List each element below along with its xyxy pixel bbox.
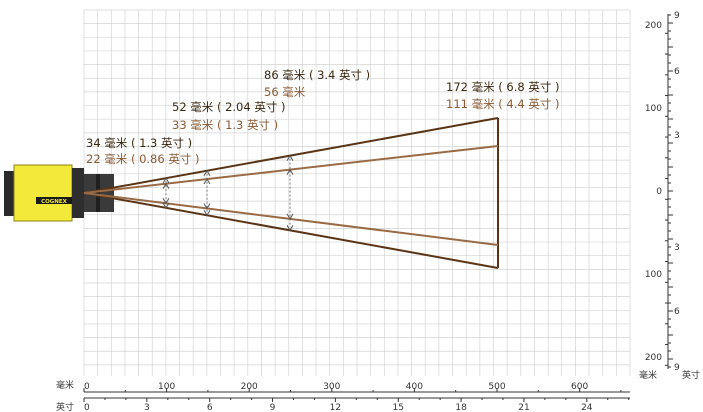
camera-connector	[4, 171, 14, 216]
right-axis-in-tick-label: 3	[674, 243, 680, 253]
camera-body	[13, 164, 73, 222]
inner-fov-bottom-edge	[83, 192, 499, 246]
callout-2-wide: 52 毫米 ( 2.04 英寸 )	[172, 100, 286, 114]
callout-3-wide: 86 毫米 ( 3.4 英寸 )	[264, 68, 370, 82]
inner-fov-top-edge	[83, 145, 499, 194]
marker-arrowhead	[162, 198, 170, 205]
outer-fov-top-edge	[83, 117, 499, 194]
marker-arrowhead	[286, 168, 294, 175]
right-axis-mm-tick-label: 200	[645, 21, 662, 31]
marker-arrowhead	[162, 202, 170, 209]
marker-arrowhead	[286, 154, 294, 161]
bottom-axis-in-tick-label: 15	[393, 403, 404, 412]
bottom-axis-mm-tick-label: 400	[406, 382, 423, 392]
bottom-axis-in-tick-label: 21	[518, 403, 529, 412]
right-axis-in-tick-label: 3	[674, 131, 680, 141]
right-axis-in-tick-label: 9	[674, 11, 680, 21]
bottom-axis-mm-tick-label: 200	[241, 382, 258, 392]
marker-arrowhead	[162, 182, 170, 189]
right-axis-in-tick-label: 6	[674, 67, 680, 77]
right-axis-in-tick-label: 6	[674, 307, 680, 317]
bottom-axis-in-tick-label: 9	[270, 403, 276, 412]
bottom-axis-mm-tick-label: 600	[571, 382, 588, 392]
callout-1-wide: 34 毫米 ( 1.3 英寸 )	[86, 136, 192, 150]
bottom-axis-mm-tick-label: 300	[323, 382, 340, 392]
bottom-axes: 毫米 英寸 0 100 200 300 400 500 600 0 3 6 9 12 15 18 21 24	[56, 379, 630, 412]
right-axis-mm-unit: 毫米	[639, 369, 657, 381]
fov-cones	[83, 117, 499, 269]
camera-lens-mount	[72, 168, 84, 218]
right-axes: 毫米 英寸 200 100 0 100 200 9 6 3 3 6 9	[639, 11, 700, 381]
bottom-axis-in-tick-label: 0	[84, 403, 90, 412]
marker-arrowhead	[203, 203, 211, 210]
marker-arrowhead	[203, 178, 211, 185]
bottom-axis-mm-unit: 毫米	[56, 379, 74, 391]
right-axis-in-unit: 英寸	[682, 369, 700, 381]
right-axis-mm-tick-label: 100	[645, 270, 662, 280]
marker-arrowhead	[286, 213, 294, 220]
callout-4-wide: 172 毫米 ( 6.8 英寸 )	[446, 80, 560, 94]
right-axis-mm-tick-label: 0	[656, 187, 662, 197]
camera: COGNEX	[4, 164, 114, 222]
bottom-axis-in-tick-label: 24	[581, 403, 593, 412]
camera-label-strip	[36, 197, 72, 204]
fov-markers	[162, 154, 294, 232]
bottom-axis-mm-tick-label: 0	[84, 382, 90, 392]
callout-2-narrow: 33 毫米 ( 1.3 英寸 )	[172, 118, 278, 132]
callout-4-narrow: 111 毫米 ( 4.4 英寸 )	[446, 97, 560, 111]
callout-labels: 34 毫米 ( 1.3 英寸 ) 22 毫米 ( 0.86 英寸 ) 52 毫米…	[86, 68, 560, 166]
bottom-axis-in-tick-label: 3	[144, 403, 150, 412]
outer-fov-bottom-edge	[83, 192, 499, 269]
marker-arrowhead	[162, 177, 170, 184]
grid	[83, 9, 631, 376]
bottom-axis-mm-tick-label: 100	[158, 382, 175, 392]
right-axis-in-tick-label: 9	[674, 363, 680, 373]
right-axis-mm-tick-label: 100	[645, 104, 662, 114]
bottom-axis-in-tick-label: 18	[455, 403, 467, 412]
marker-arrowhead	[203, 169, 211, 176]
callout-1-narrow: 22 毫米 ( 0.86 英寸 )	[86, 152, 200, 166]
camera-lens-ring	[96, 174, 100, 212]
bottom-axis-in-unit: 英寸	[56, 401, 74, 412]
marker-arrowhead	[286, 225, 294, 232]
marker-arrowhead	[203, 210, 211, 217]
callout-3-narrow: 56 毫米	[264, 85, 306, 99]
bottom-axis-mm-tick-label: 500	[488, 382, 505, 392]
bottom-axis-in-tick-label: 12	[330, 403, 341, 412]
right-axis-mm-tick-label: 200	[645, 353, 662, 363]
bottom-axis-in-tick-label: 6	[207, 403, 213, 412]
camera-brand: COGNEX	[41, 199, 68, 205]
